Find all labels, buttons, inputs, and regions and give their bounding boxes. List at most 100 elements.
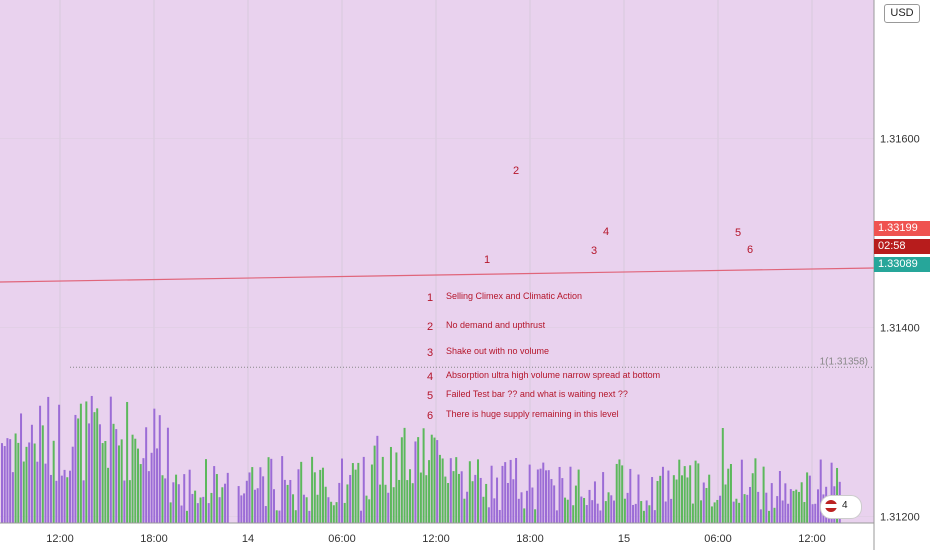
volume-bar xyxy=(536,469,539,523)
volume-bar xyxy=(621,465,624,523)
volume-bar xyxy=(185,510,188,523)
volume-bar xyxy=(819,459,822,523)
volume-bar xyxy=(792,490,795,523)
volume-bar xyxy=(615,463,618,523)
volume-bar xyxy=(224,483,227,523)
x-tick-label: 18:00 xyxy=(516,533,544,545)
volume-bar xyxy=(811,504,814,523)
volume-bar xyxy=(566,499,569,523)
volume-bar xyxy=(6,438,9,523)
volume-bar xyxy=(585,505,588,523)
volume-bar xyxy=(738,502,741,523)
volume-bar xyxy=(520,492,523,523)
volume-bar xyxy=(341,458,343,523)
volume-bar xyxy=(808,475,811,523)
volume-bar xyxy=(591,500,594,523)
volume-bar xyxy=(604,501,607,523)
volume-bar xyxy=(681,475,683,523)
volume-bar xyxy=(784,483,787,523)
volume-bar xyxy=(678,459,681,523)
y-tick-label: 1.31200 xyxy=(880,512,920,524)
events-badge[interactable]: 4 xyxy=(820,495,862,519)
volume-bar xyxy=(156,448,159,523)
volume-bar xyxy=(166,427,169,523)
volume-bar xyxy=(283,479,286,523)
x-tick-label: 12:00 xyxy=(46,533,74,545)
volume-bar xyxy=(311,456,314,523)
legend-item-text: Absorption ultra high volume narrow spre… xyxy=(446,370,660,380)
currency-selector[interactable]: USD xyxy=(884,4,920,23)
volume-bar xyxy=(191,493,194,523)
volume-bar xyxy=(90,395,93,523)
volume-bar xyxy=(422,428,425,523)
volume-bar xyxy=(302,494,305,523)
volume-bar xyxy=(539,468,542,523)
volume-bar xyxy=(778,471,781,523)
volume-bar xyxy=(501,465,504,523)
volume-bar xyxy=(485,483,488,523)
volume-bar xyxy=(262,476,265,523)
volume-bar xyxy=(534,509,537,523)
volume-bar xyxy=(267,457,270,523)
volume-bar xyxy=(449,458,452,523)
volume-bar xyxy=(395,452,398,523)
volume-bar xyxy=(477,459,479,523)
volume-bar xyxy=(466,491,469,523)
volume-bar xyxy=(474,474,477,523)
volume-bar xyxy=(496,477,499,523)
volume-bar xyxy=(398,479,401,523)
volume-bar xyxy=(569,466,572,523)
volume-bar xyxy=(172,482,175,523)
volume-bar xyxy=(596,503,599,523)
volume-bar xyxy=(169,502,172,523)
volume-bar xyxy=(626,492,629,523)
volume-bar xyxy=(33,443,36,523)
legend-item-number: 5 xyxy=(427,390,433,402)
volume-bar xyxy=(803,502,806,523)
volume-bar xyxy=(558,466,561,523)
volume-bar xyxy=(637,474,640,523)
volume-bar xyxy=(44,463,47,523)
volume-bar xyxy=(273,489,275,523)
volume-bar xyxy=(183,474,186,523)
volume-bar xyxy=(441,458,444,523)
volume-bar xyxy=(498,509,501,523)
volume-bar xyxy=(175,474,178,523)
volume-bar xyxy=(202,496,205,523)
volume-bar xyxy=(362,456,365,523)
volume-bar xyxy=(806,472,809,523)
volume-bar xyxy=(376,435,379,523)
volume-bar xyxy=(120,439,123,523)
volume-bar xyxy=(194,490,197,523)
volume-bar xyxy=(134,438,137,523)
legend-item-text: Failed Test bar ?? and what is waiting n… xyxy=(446,389,628,399)
x-tick-label: 15 xyxy=(618,533,630,545)
volume-bar xyxy=(297,469,300,523)
volume-bar xyxy=(139,464,142,523)
point-label: 3 xyxy=(591,245,597,257)
legend-item-number: 1 xyxy=(427,292,433,304)
volume-bar xyxy=(115,429,118,523)
point-label: 4 xyxy=(603,226,609,238)
volume-bar xyxy=(691,503,694,523)
volume-bar xyxy=(648,505,651,523)
volume-bar xyxy=(686,477,689,523)
volume-bar xyxy=(39,405,42,523)
volume-bar xyxy=(47,396,50,523)
volume-bar xyxy=(147,471,150,523)
volume-bar xyxy=(759,509,762,523)
volume-bar xyxy=(721,428,724,523)
volume-bar xyxy=(79,403,82,523)
legend-item-number: 2 xyxy=(427,321,433,333)
volume-bar xyxy=(632,504,635,523)
volume-bar xyxy=(724,484,727,523)
volume-bar xyxy=(618,459,621,523)
volume-bar xyxy=(177,484,180,523)
volume-bar xyxy=(77,418,80,523)
volume-bar xyxy=(292,494,295,523)
volume-bar xyxy=(14,433,17,523)
volume-bar xyxy=(360,510,363,523)
trend-line xyxy=(0,267,875,283)
volume-bar xyxy=(74,414,77,523)
